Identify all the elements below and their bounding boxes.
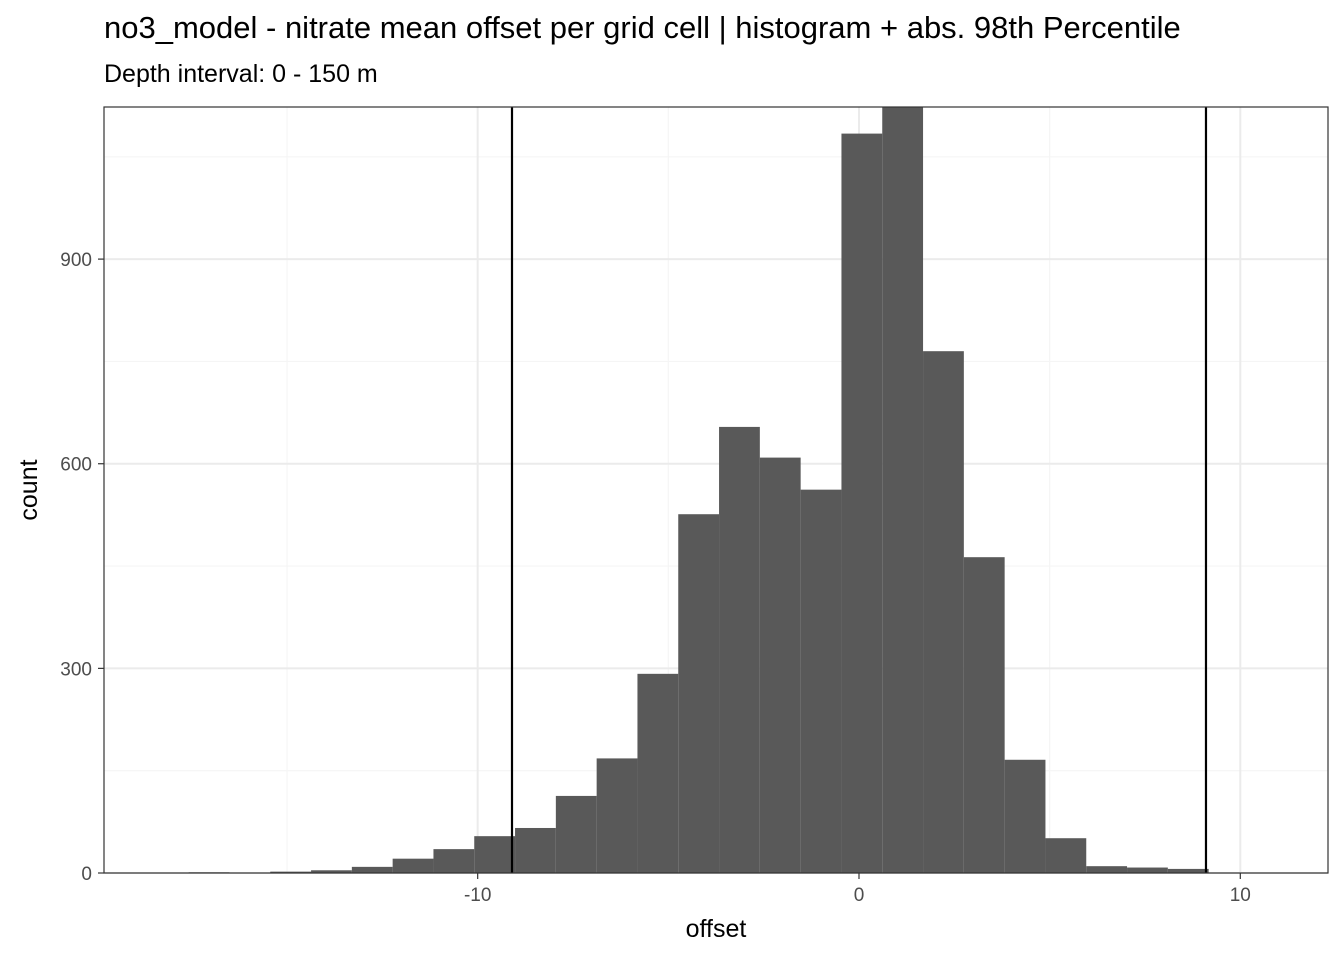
histogram-bar: [1127, 867, 1168, 873]
y-tick-label: 0: [81, 864, 92, 885]
x-axis-title: offset: [686, 915, 747, 943]
histogram-bar: [351, 866, 393, 873]
y-tick-label: 900: [60, 250, 92, 271]
y-axis-title: count: [15, 459, 43, 520]
histogram-bar: [882, 107, 924, 873]
histogram-bar: [1004, 759, 1046, 873]
histogram-bar: [311, 870, 352, 873]
histogram-bar: [963, 557, 1005, 873]
x-tick-label: 10: [1230, 885, 1251, 906]
histogram-bar: [678, 514, 720, 873]
percentile-lines: [510, 107, 1208, 873]
histogram-bar: [270, 871, 312, 873]
chart-title: no3_model - nitrate mean offset per grid…: [104, 10, 1181, 45]
histogram-bar: [474, 836, 516, 873]
histogram-bar: [555, 795, 597, 873]
histogram-bar: [433, 849, 475, 873]
histogram-bar: [1045, 838, 1087, 873]
histogram-bar: [1167, 868, 1209, 873]
histogram-bar: [759, 457, 801, 873]
histogram-bar: [719, 426, 760, 873]
x-tick-label: -10: [464, 885, 491, 906]
x-tick-label: 0: [854, 885, 865, 906]
histogram-bar: [392, 858, 434, 873]
histogram-bar: [841, 133, 883, 874]
histogram-bar: [596, 758, 638, 873]
histogram-bar: [1086, 866, 1128, 873]
y-tick-label: 600: [60, 455, 92, 476]
histogram-bars: [188, 107, 1209, 874]
histogram-bar: [515, 827, 556, 873]
panel-border: [103, 106, 1329, 874]
histogram-bar: [637, 673, 679, 873]
chart-subtitle: Depth interval: 0 - 150 m: [104, 60, 378, 88]
axes: -10 0 10 0 300 600 900: [60, 250, 1251, 906]
histogram-bar: [800, 489, 842, 873]
histogram-bar: [923, 351, 964, 873]
y-tick-label: 300: [60, 659, 92, 680]
